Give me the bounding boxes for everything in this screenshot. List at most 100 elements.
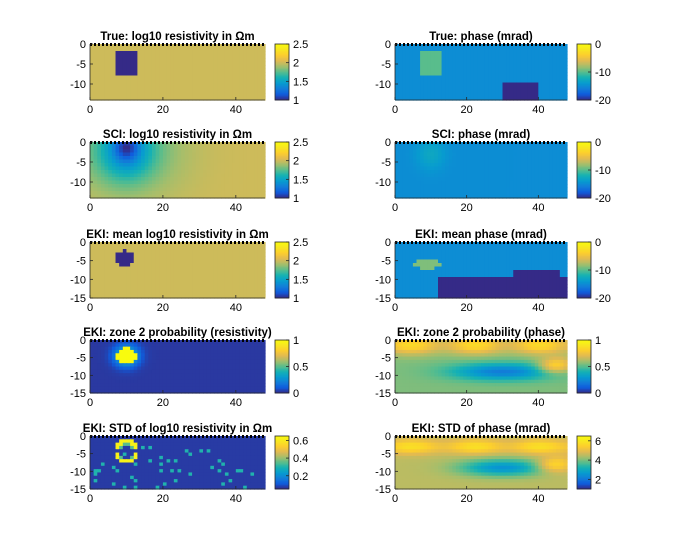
heatmap-cell [445,170,449,174]
heatmap-cell [477,153,481,157]
heatmap-cell [148,167,152,171]
heatmap-cell [112,72,116,76]
heatmap-cell [506,146,510,150]
x-tick-label: 0 [87,104,93,116]
heatmap-cell [438,76,442,80]
heatmap-cell [524,83,528,87]
heatmap-cell [232,79,236,83]
heatmap-cell [560,51,564,55]
heatmap-cell [402,249,406,253]
heatmap-cell [90,79,94,83]
heatmap-cell [535,281,539,285]
heatmap-cell [130,260,134,264]
heatmap-cell [442,58,446,62]
heatmap-cell [402,167,406,171]
heatmap-cell [506,246,510,250]
heatmap-cell [199,62,203,66]
heatmap-cell [156,291,160,295]
heatmap-cell [207,181,211,185]
heatmap-cell [399,288,403,292]
heatmap-cell [485,177,489,181]
heatmap-cell [470,76,474,80]
heatmap-cell [141,174,145,178]
heatmap-cell [112,253,116,257]
colorbar-tick-label: 2.5 [293,237,308,249]
heatmap-cell [427,263,431,267]
heatmap-cell [399,58,403,62]
heatmap-cell [225,55,229,59]
heatmap-cell [250,58,254,62]
heatmap-cell [261,86,265,90]
heatmap-cell [97,167,101,171]
heatmap-cell [214,149,218,153]
heatmap-cell [123,177,127,181]
heatmap-cell [254,160,258,164]
heatmap-cell [506,270,510,274]
heatmap-cell [549,83,553,87]
heatmap-cell [513,51,517,55]
heatmap-cell [499,277,503,281]
heatmap-cell [108,246,112,250]
heatmap-cell [517,291,521,295]
heatmap-cell [438,253,442,257]
heatmap-cell [467,249,471,253]
heatmap-cell [126,181,130,185]
heatmap-cell [229,277,233,281]
heatmap-cell [477,79,481,83]
heatmap-cell [167,58,171,62]
heatmap-cell [477,277,481,281]
heatmap-cell [477,48,481,52]
heatmap-cell [431,260,435,264]
heatmap-cell [108,72,112,76]
heatmap-cell [520,181,524,185]
heatmap-cell [463,188,467,192]
heatmap-cell [229,270,233,274]
heatmap-cell [434,69,438,73]
heatmap-cell [517,163,521,167]
heatmap-cell [506,170,510,174]
heatmap-cell [159,79,163,83]
heatmap-cell [141,65,145,69]
heatmap-cell [159,58,163,62]
heatmap-cell [481,281,485,285]
heatmap-cell [467,181,471,185]
heatmap-cell [141,79,145,83]
heatmap-cell [105,281,109,285]
heatmap-cell [101,260,105,264]
heatmap-cell [560,177,564,181]
heatmap-cell [247,149,251,153]
heatmap-cell [413,253,417,257]
heatmap-cell [546,270,550,274]
heatmap-cell [214,69,218,73]
heatmap-cell [563,256,567,260]
heatmap-cell [203,181,207,185]
heatmap-cell [126,177,130,181]
heatmap-cell [413,79,417,83]
heatmap-cell [528,163,532,167]
heatmap-cell [560,83,564,87]
heatmap-cell [506,76,510,80]
heatmap-cell [513,160,517,164]
heatmap-cell [218,62,222,66]
heatmap-cell [542,246,546,250]
heatmap-cell [442,79,446,83]
heatmap-cell [535,93,539,97]
heatmap-cell [402,270,406,274]
heatmap-cell [145,79,149,83]
heatmap-cell [438,184,442,188]
heatmap-cell [538,246,542,250]
heatmap-cell [218,284,222,288]
heatmap-cell [185,170,189,174]
heatmap-cell [452,263,456,267]
heatmap-cell [192,69,196,73]
heatmap-cell [254,281,258,285]
heatmap-cell [112,181,116,185]
heatmap-cell [424,93,428,97]
heatmap-cell [116,76,120,80]
heatmap-cell [503,181,507,185]
heatmap-cell [538,253,542,257]
heatmap-cell [174,55,178,59]
heatmap-cell [130,256,134,260]
heatmap-cell [445,184,449,188]
heatmap-cell [236,83,240,87]
